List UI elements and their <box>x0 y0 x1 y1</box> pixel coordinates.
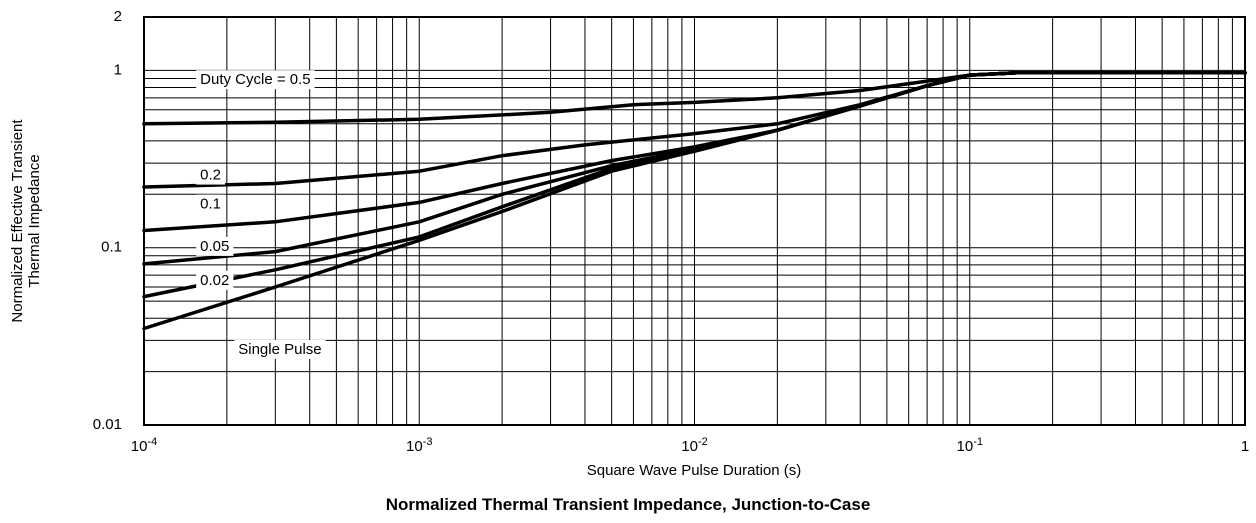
series-label-2: 0.1 <box>196 194 226 214</box>
series-label-4: 0.02 <box>196 270 234 290</box>
series-line-5 <box>142 70 1247 331</box>
series-labels: Duty Cycle = 0.5 0.2 0.1 0.05 0.02 Single Pul… <box>196 70 326 359</box>
x-tick-labels: 10-4 10-3 10-2 10-1 1 <box>131 436 1249 455</box>
series-label-bg <box>196 236 234 256</box>
y-axis-label-line-2: Thermal Impedance <box>26 154 43 287</box>
chart-title: Normalized Thermal Transient Impedance, … <box>386 495 871 514</box>
x-tick-label: 10-1 <box>957 436 983 455</box>
x-tick-label: 10-3 <box>406 436 432 455</box>
y-tick-label: 0.1 <box>101 239 122 256</box>
x-axis-label: Square Wave Pulse Duration (s) <box>587 462 802 479</box>
x-tick-label: 10-2 <box>681 436 707 455</box>
x-tick-label: 10-4 <box>131 436 157 455</box>
series-label-text: 0.05 <box>200 238 229 255</box>
y-axis-label: Normalized Effective Transient Thermal I… <box>9 119 43 323</box>
series-label-bg <box>234 339 326 359</box>
series-label-1: 0.2 <box>196 165 226 185</box>
series-label-text: Duty Cycle = 0.5 <box>200 71 310 88</box>
series-label-bg <box>196 194 226 214</box>
plot-frame <box>143 16 1246 426</box>
series-label-0: Duty Cycle = 0.5 <box>196 70 315 90</box>
y-tick-labels: 0.01 0.1 1 2 <box>93 8 122 433</box>
series-label-bg <box>196 270 234 290</box>
grid-lines <box>144 17 1245 425</box>
series-label-3: 0.05 <box>196 236 234 256</box>
series-label-bg <box>196 70 315 90</box>
series-label-text: 0.02 <box>200 272 229 289</box>
series-label-bg <box>196 165 226 185</box>
series-lines <box>142 70 1247 331</box>
series-label-text: 0.1 <box>200 196 221 213</box>
y-tick-label: 0.01 <box>93 416 122 433</box>
x-tick-label: 1 <box>1241 438 1249 455</box>
y-tick-label: 2 <box>114 8 122 25</box>
y-axis-label-line-1: Normalized Effective Transient <box>9 119 26 323</box>
series-label-text: Single Pulse <box>238 341 321 358</box>
y-tick-label: 1 <box>114 61 122 78</box>
series-label-5: Single Pulse <box>234 339 326 359</box>
series-label-text: 0.2 <box>200 167 221 184</box>
